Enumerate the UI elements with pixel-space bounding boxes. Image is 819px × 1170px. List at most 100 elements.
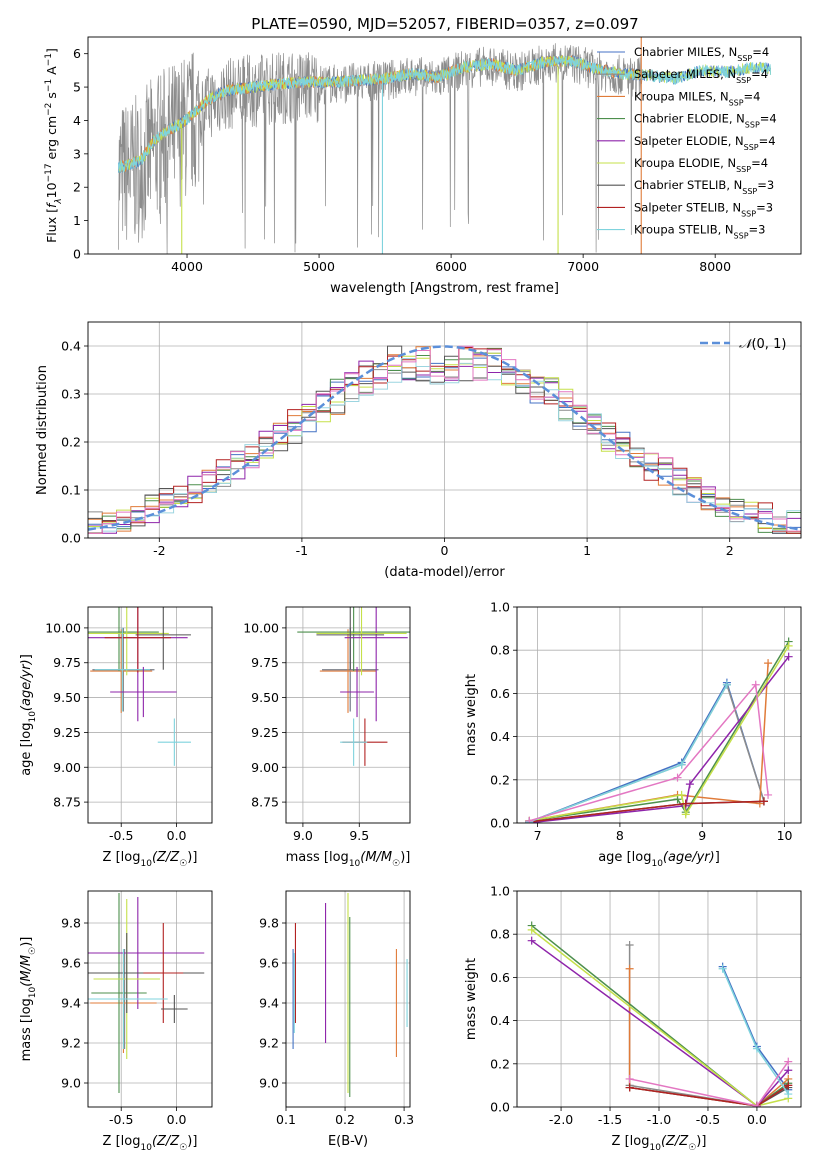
legend-entry: Kroupa MILES, NSSP=4 [634,89,761,107]
massweight-series-line [529,656,790,823]
y-tick-label: 0.4 [61,339,81,354]
y-tick-label: 9.75 [53,655,81,670]
y-tick-label: 3 [73,146,81,161]
y-tick-label: 9.25 [251,725,279,740]
legend-entry: Salpeter ELODIE, NSSP=4 [634,134,776,152]
x-tick-label: 8000 [699,259,731,274]
y-tick-label: 0.4 [490,1013,510,1028]
histogram-series [88,347,801,534]
y-tick-label: 9.25 [53,725,81,740]
x-tick-label: -0.5 [696,1112,720,1127]
x-tick-label: 0.0 [167,828,187,843]
massweight-marker [752,1044,761,1053]
y-tick-label: 0.6 [490,970,510,985]
massweight-marker [625,1083,634,1092]
x-axis-label: wavelength [Angstrom, rest frame] [330,281,559,296]
x-axis-label: Z [log10(Z/Z☉)] [103,850,198,869]
x-tick-label: 7000 [567,259,599,274]
massweight-marker [751,680,760,689]
massweight-marker [685,780,694,789]
y-axis-label: Flux [fλ10−17 erg cm−2 s−1 A−1] [44,48,64,243]
y-tick-label: 9.8 [259,916,279,931]
massweight-lines [527,921,793,1107]
massweight-marker [752,1101,761,1107]
massweight-vs-age-panel: 7 8 9 10 0.0 0.2 0.4 0.6 0.8 1.0 age [log10(age/yr… [464,600,802,869]
massweight-marker [784,1066,793,1075]
y-tick-label: 0.1 [61,483,81,498]
x-axis-label: (data-model)/error [384,565,505,580]
legend-label: Chabrier STELIB [634,178,726,192]
spectrum-series-line [118,43,643,254]
massweight-marker [784,1090,793,1099]
y-tick-label: 8.75 [53,795,81,810]
y-axis-label: age [log10(age/yr)] [19,654,38,776]
massweight-marker [525,816,534,823]
y-tick-label: 1.0 [490,884,510,899]
legend-entry: Kroupa ELODIE, NSSP=4 [634,156,768,174]
page-title: PLATE=0590, MJD=52057, FIBERID=0357, z=0… [251,15,638,33]
y-tick-label: 10.00 [243,620,279,635]
axes-frame [285,606,411,824]
age-vs-mass-panel: 9.0 9.5 8.75 9.00 9.25 9.50 9.75 10.00 mass [log… [243,606,411,869]
massweight-marker [718,964,727,973]
y-tick-label: 0.8 [490,927,510,942]
x-tick-label: 2 [726,543,734,558]
y-tick-label: 0.4 [490,729,510,744]
legend-entry: Chabrier STELIB, NSSP=3 [634,178,774,196]
x-tick-label: -0.5 [109,1112,133,1127]
y-tick-label: 9.50 [251,690,279,705]
y-tick-label: 9.50 [53,690,81,705]
legend-entry: Salpeter STELIB, NSSP=3 [634,200,773,218]
massweight-marker [764,790,773,799]
y-tick-label: 9.6 [61,956,81,971]
massweight-marker [784,641,793,650]
y-tick-label: 0.8 [490,643,510,658]
y-tick-label: 6 [73,46,81,61]
y-axis-label: mass weight [464,674,479,756]
axes-frame [87,36,802,255]
errorbar-group [88,893,205,1093]
legend-label: Kroupa ELODIE [634,156,720,170]
legend-entry: Chabrier MILES, NSSP=4 [634,45,769,63]
y-tick-label: 0.0 [490,816,510,831]
x-tick-label: -1.0 [647,1112,671,1127]
x-tick-label: 0 [441,543,449,558]
y-axis-label: mass [log10(M/M☉)] [19,937,38,1062]
massweight-series-line [531,925,789,1107]
y-axis-label: Normed distribution [35,365,50,495]
x-tick-label: -2 [153,543,165,558]
y-tick-label: 5 [73,80,81,95]
x-tick-label: 6000 [435,259,467,274]
x-tick-label: 0.2 [335,1112,355,1127]
histogram-lines [88,345,801,534]
age-vs-metallicity-panel: -0.5 0.0 8.75 9.00 9.25 9.50 9.75 10.00 Z [log10… [19,606,213,869]
errorbar-group [292,893,408,1097]
x-tick-label: 9.5 [349,828,369,843]
legend-entry: Chabrier ELODIE, NSSP=4 [634,112,777,130]
legend-label: Chabrier MILES [634,45,721,59]
x-axis-label: mass [log10(M/M☉)] [286,850,411,869]
massweight-series-line [531,940,789,1107]
massweight-marker [764,659,773,668]
legend-label: Chabrier ELODIE [634,112,729,126]
y-tick-label: 9.6 [259,956,279,971]
errorbar-group [88,607,191,766]
histogram-series [88,358,801,532]
y-tick-label: 9.8 [61,916,81,931]
x-tick-label: 0.0 [747,1112,767,1127]
massweight-marker [673,795,682,804]
axes-frame [516,890,802,1108]
legend-label: Salpeter ELODIE [634,134,728,148]
massweight-series-line [722,966,789,1091]
y-tick-label: 0.2 [490,1056,510,1071]
y-tick-label: 0.6 [490,686,510,701]
y-tick-label: 9.00 [251,760,279,775]
x-tick-label: 0.1 [276,1112,296,1127]
x-tick-label: 9.0 [293,828,313,843]
y-axis-label: mass weight [464,958,479,1040]
legend-label: Salpeter MILES [634,67,720,81]
y-tick-label: 0.0 [61,531,81,546]
massweight-series-line [529,682,769,822]
legend-entry: Salpeter MILES, NSSP=4 [634,67,768,85]
x-tick-label: 9 [698,828,706,843]
